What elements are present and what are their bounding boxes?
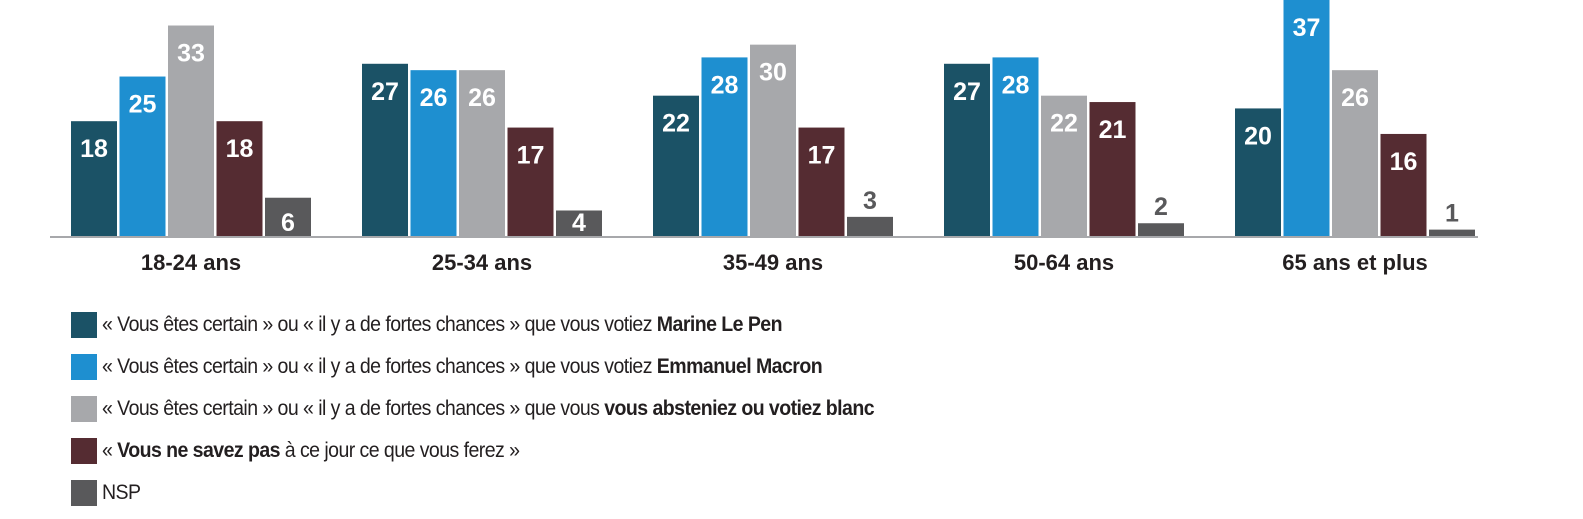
- category-label: 65 ans et plus: [1282, 250, 1428, 275]
- bar: [798, 127, 845, 236]
- category-label: 25-34 ans: [432, 250, 532, 275]
- legend-item: « Vous ne savez pas à ce jour ce que vou…: [71, 430, 932, 472]
- legend-label: NSP: [102, 481, 141, 504]
- category-label: 35-49 ans: [723, 250, 823, 275]
- data-label: 6: [281, 209, 295, 237]
- bar: [556, 210, 602, 236]
- bar: [847, 216, 893, 236]
- bar: [701, 57, 748, 236]
- data-label: 33: [177, 40, 205, 68]
- legend-label: « Vous êtes certain » ou « il y a de for…: [102, 355, 823, 378]
- data-label: 2: [1154, 193, 1168, 221]
- data-label: 28: [1002, 71, 1030, 99]
- legend-label: « Vous êtes certain » ou « il y a de for…: [102, 397, 875, 420]
- bar: [1089, 102, 1136, 237]
- bar: [265, 197, 311, 236]
- legend-item: « Vous êtes certain » ou « il y a de for…: [71, 304, 932, 346]
- bar: [1041, 95, 1087, 236]
- legend-label: « Vous êtes certain » ou « il y a de for…: [102, 313, 783, 336]
- bar: [168, 25, 214, 236]
- legend-swatch: [71, 396, 97, 422]
- bar: [216, 121, 263, 236]
- data-label: 18: [80, 135, 108, 163]
- bar: [992, 57, 1039, 236]
- data-label: 20: [1244, 122, 1272, 150]
- bar: [1235, 108, 1281, 236]
- legend-item: « Vous êtes certain » ou « il y a de for…: [71, 388, 932, 430]
- data-label: 22: [662, 110, 690, 138]
- legend-item: « Vous êtes certain » ou « il y a de for…: [71, 346, 932, 388]
- category-label: 50-64 ans: [1014, 250, 1114, 275]
- data-label: 16: [1390, 148, 1418, 176]
- data-label: 26: [420, 84, 448, 112]
- data-label: 30: [759, 59, 787, 87]
- bar: [362, 63, 408, 236]
- data-label: 25: [129, 91, 157, 119]
- data-label: 27: [953, 78, 981, 106]
- data-label: 22: [1050, 110, 1078, 138]
- bar: [119, 76, 166, 236]
- bar: [459, 70, 505, 236]
- data-label: 18: [226, 135, 254, 163]
- data-label: 17: [808, 142, 836, 170]
- legend-swatch: [71, 438, 97, 464]
- data-label: 1: [1445, 200, 1459, 228]
- bar: [750, 44, 796, 236]
- legend: « Vous êtes certain » ou « il y a de for…: [71, 304, 932, 514]
- data-label: 26: [1341, 84, 1369, 112]
- category-label: 18-24 ans: [141, 250, 241, 275]
- bar: [1283, 0, 1330, 236]
- legend-swatch: [71, 354, 97, 380]
- legend-swatch: [71, 480, 97, 506]
- bar: [1332, 70, 1378, 236]
- legend-label: « Vous ne savez pas à ce jour ce que vou…: [102, 439, 520, 462]
- bar: [1380, 133, 1427, 236]
- data-label: 37: [1293, 14, 1321, 42]
- bar: [507, 127, 554, 236]
- bar-chart: 18 25 33 18 6 27 26 26 17 4 22 28 30 17 3 27 28 22 21 2 20 37…: [50, 0, 1478, 275]
- bar: [410, 70, 457, 236]
- bar: [71, 121, 117, 236]
- data-label: 26: [468, 84, 496, 112]
- data-label: 27: [371, 78, 399, 106]
- data-label: 28: [711, 71, 739, 99]
- data-label: 3: [863, 187, 877, 215]
- data-label: 17: [517, 142, 545, 170]
- bar: [653, 95, 699, 236]
- bar: [944, 63, 990, 236]
- legend-swatch: [71, 312, 97, 338]
- bar: [1429, 229, 1475, 236]
- data-label: 21: [1099, 116, 1127, 144]
- data-label: 4: [572, 209, 586, 237]
- legend-item: NSP: [71, 472, 932, 514]
- bar: [1138, 223, 1184, 236]
